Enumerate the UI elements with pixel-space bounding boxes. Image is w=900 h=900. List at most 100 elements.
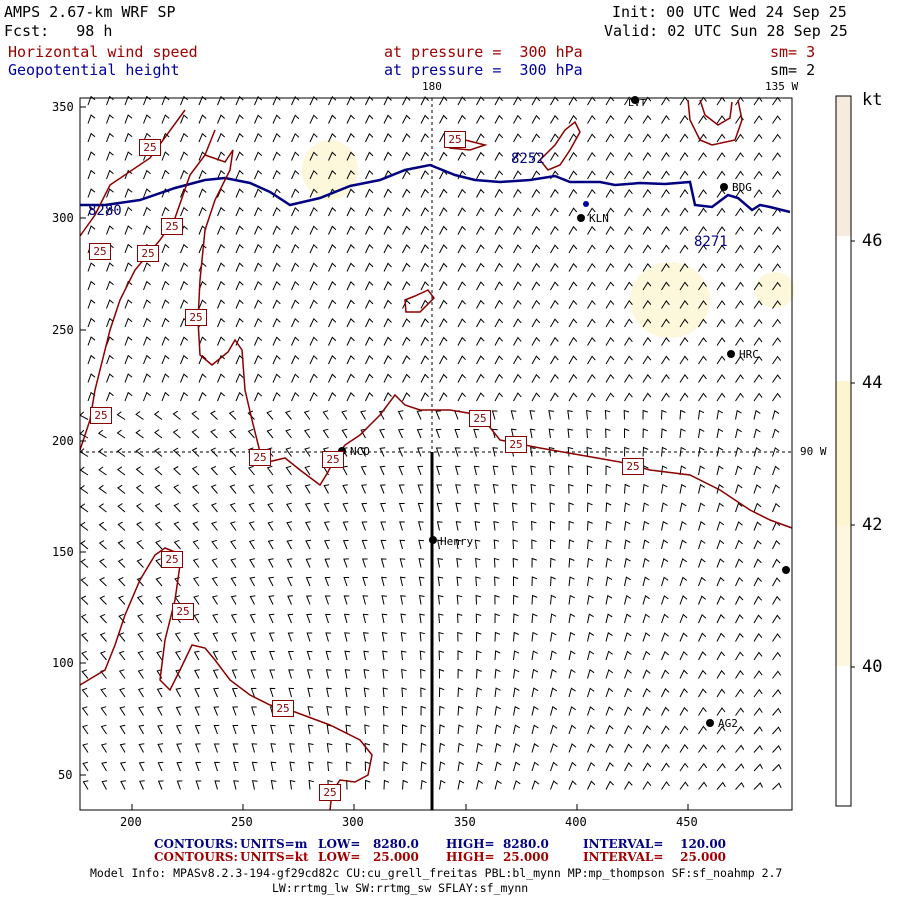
wind-barb <box>382 705 389 716</box>
footer-units-height: UNITS=m <box>240 837 308 851</box>
wind-barb <box>513 207 522 217</box>
wind-barb <box>568 318 578 328</box>
wind-barb <box>624 392 633 402</box>
wind-barb <box>346 114 355 124</box>
wind-barb <box>550 743 558 753</box>
wind-barb <box>326 705 332 716</box>
wind-barb <box>642 318 652 328</box>
wind-barb <box>587 743 596 753</box>
wind-barb <box>753 726 763 735</box>
wind-barb <box>436 521 443 531</box>
wind-barb <box>698 281 707 291</box>
wind-barb <box>365 779 371 790</box>
wind-barb <box>568 724 577 735</box>
wind-barb <box>456 557 462 568</box>
wind-barb <box>531 281 541 291</box>
x-tick-label: 250 <box>231 815 253 829</box>
wind-barb <box>493 502 499 513</box>
wind-barb <box>360 410 366 420</box>
wind-barb <box>735 318 744 328</box>
wind-barb <box>402 225 411 235</box>
wind-barb <box>124 373 133 383</box>
wind-barb <box>735 355 744 365</box>
wind-barb <box>344 650 351 661</box>
wind-barb <box>79 521 89 531</box>
wind-barb <box>587 761 596 772</box>
wind-barb <box>436 465 442 476</box>
wind-barb <box>124 354 133 365</box>
wind-barb <box>212 632 219 642</box>
wind-barb <box>679 595 688 605</box>
wind-barb <box>550 373 559 383</box>
wind-barb <box>476 299 485 309</box>
wind-barb <box>291 299 300 309</box>
wind-barb <box>363 650 369 661</box>
wind-barb <box>143 391 151 402</box>
wind-barb <box>587 281 596 291</box>
wind-barb <box>248 539 255 550</box>
wind-barb <box>272 132 281 143</box>
wind-barb <box>328 299 337 309</box>
wind-barb <box>587 299 596 309</box>
wind-barb <box>232 743 239 753</box>
wind-barb <box>287 595 293 605</box>
wind-barb <box>309 225 318 235</box>
wind-barb <box>420 779 427 790</box>
wind-barb <box>211 576 218 587</box>
wind-barb <box>772 447 780 457</box>
wind-barb <box>154 521 163 531</box>
wind-barb <box>753 521 762 531</box>
wind-barb <box>289 779 296 790</box>
wind-barb <box>568 355 578 365</box>
wind-barb <box>661 743 670 753</box>
wind-barb <box>230 595 237 605</box>
wind-barb <box>679 189 689 198</box>
wind-barb <box>661 613 669 624</box>
wind-barb <box>624 373 633 383</box>
wind-barb <box>661 557 669 568</box>
wind-barb <box>136 539 144 550</box>
wind-barb <box>753 446 761 457</box>
station-dot-lvt <box>631 96 639 104</box>
wind-barb <box>605 446 611 457</box>
wind-barb <box>439 281 448 291</box>
wind-barb <box>328 96 337 106</box>
wind-barb <box>550 188 559 198</box>
wind-barb <box>716 115 726 124</box>
wind-barb <box>642 520 650 531</box>
wind-barb <box>531 133 541 143</box>
wind-barb <box>254 262 263 272</box>
wind-barb <box>439 392 448 402</box>
wind-barb <box>325 669 332 679</box>
wind-barb <box>417 484 424 494</box>
wind-barb <box>382 668 388 679</box>
footer-interval-speed: INTERVAL= 25.000 <box>583 850 727 864</box>
wind-barb <box>439 188 448 198</box>
wind-barb <box>716 576 725 587</box>
wind-barb <box>492 483 499 494</box>
wind-barb <box>361 484 367 494</box>
wind-barb <box>587 557 594 568</box>
wind-barb <box>230 558 237 568</box>
wind-barb <box>198 391 207 402</box>
wind-barb <box>753 96 763 106</box>
wind-barb <box>101 761 107 772</box>
wind-barb <box>531 336 541 346</box>
wind-barb <box>624 188 633 198</box>
wind-barb <box>492 428 498 439</box>
x-tick-label: 200 <box>120 815 142 829</box>
y-tick-label: 350 <box>52 100 74 114</box>
wind-barb <box>420 668 426 679</box>
wind-barb <box>438 631 444 642</box>
wind-barb <box>642 207 652 217</box>
speed-contour-label: 25 <box>89 243 111 260</box>
wind-barb <box>605 392 615 402</box>
footer-units-speed: UNITS=kt <box>240 850 309 864</box>
wind-barb <box>398 503 405 513</box>
wind-barb <box>143 95 151 106</box>
wind-barb <box>642 133 652 143</box>
wind-barb <box>605 780 614 790</box>
wind-barb <box>457 392 466 402</box>
wind-barb <box>272 354 281 365</box>
speed-contour-label: 25 <box>172 603 194 620</box>
